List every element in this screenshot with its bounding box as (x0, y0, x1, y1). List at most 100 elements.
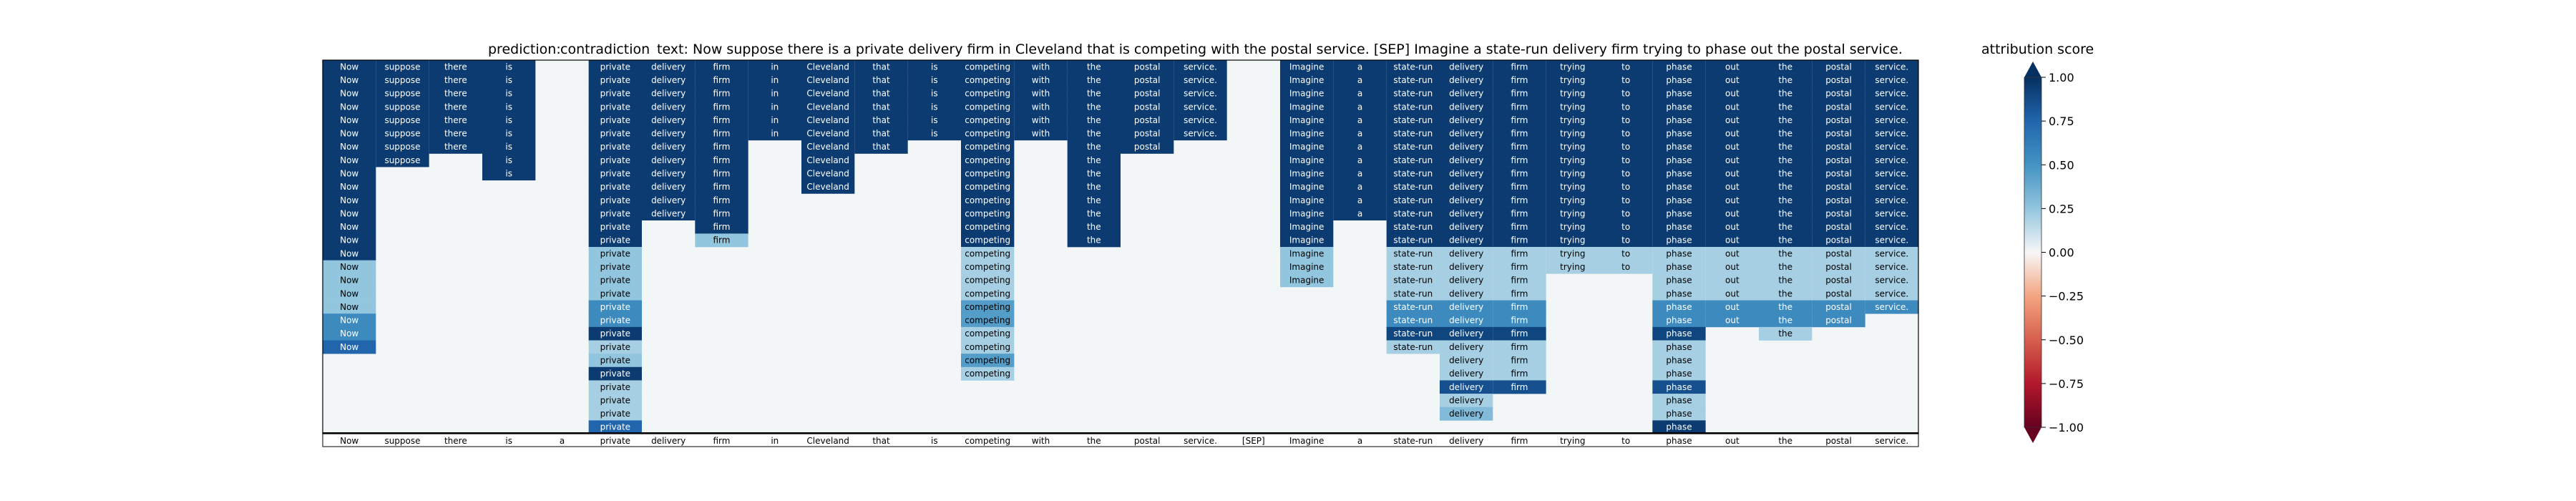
cell-token-label: the (1087, 75, 1101, 85)
heatmap-cell (1865, 180, 1918, 194)
heatmap-cell (588, 127, 642, 141)
heatmap-cell (1652, 300, 1706, 314)
heatmap-cell (1121, 73, 1174, 87)
heatmap-cell (323, 340, 376, 354)
heatmap-cell (1493, 220, 1546, 234)
heatmap-cell (1812, 247, 1865, 261)
heatmap-cell (642, 193, 696, 208)
heatmap-cell (1546, 87, 1599, 101)
cell-token-label: state-run (1393, 195, 1433, 205)
heatmap-cell (801, 167, 855, 181)
heatmap-cell (1440, 247, 1493, 261)
heatmap-cell (1386, 113, 1440, 127)
heatmap-cell (1546, 180, 1599, 194)
heatmap-cell (1812, 233, 1865, 248)
heatmap-cell (1599, 153, 1653, 167)
cell-token-label: phase (1666, 342, 1692, 352)
heatmap-cell (1493, 73, 1546, 87)
heatmap-cell (642, 113, 696, 127)
heatmap-cell (1174, 60, 1227, 74)
heatmap-cell (961, 260, 1015, 274)
cell-token-label: firm (713, 208, 731, 218)
x-tick-label: state-run (1393, 436, 1433, 446)
heatmap-cell (1812, 113, 1865, 127)
cell-token-label: delivery (1449, 89, 1483, 99)
heatmap-cell (588, 313, 642, 328)
heatmap-cell (588, 407, 642, 421)
cell-token-label: firm (1511, 276, 1528, 286)
heatmap-cell (748, 113, 801, 127)
cell-token-label: competing (965, 62, 1010, 72)
cell-token-label: private (600, 115, 630, 125)
cell-token-label: delivery (1449, 115, 1483, 125)
heatmap-cell (1652, 286, 1706, 301)
heatmap-cell (1067, 60, 1121, 74)
x-tick-label: to (1621, 436, 1630, 446)
heatmap-cell (1652, 366, 1706, 381)
heatmap-cell (323, 300, 376, 314)
cell-token-label: the (1778, 182, 1792, 192)
heatmap-cell (588, 394, 642, 408)
cell-token-label: delivery (651, 182, 686, 192)
cell-token-label: service. (1184, 89, 1217, 99)
cell-token-label: phase (1666, 168, 1692, 178)
heatmap-cell (1652, 167, 1706, 181)
heatmap-cell (1652, 407, 1706, 421)
cell-token-label: state-run (1393, 288, 1433, 298)
cell-token-label: delivery (1449, 102, 1483, 112)
cell-token-label: delivery (1449, 195, 1483, 205)
heatmap-cell (642, 60, 696, 74)
cell-token-label: that (872, 75, 890, 85)
heatmap-cell (1705, 313, 1759, 328)
cell-token-label: Now (340, 208, 358, 218)
heatmap-cell (1599, 207, 1653, 221)
heatmap-cell (1759, 167, 1813, 181)
cell-token-label: a (1357, 75, 1362, 85)
cell-token-label: out (1725, 222, 1740, 232)
heatmap-cell (1174, 127, 1227, 141)
cell-token-label: suppose (384, 129, 420, 139)
heatmap-cell (695, 113, 748, 127)
heatmap-cell (376, 153, 429, 167)
heatmap-cell (1386, 313, 1440, 328)
heatmap-cell (1440, 313, 1493, 328)
cell-token-label: there (444, 75, 467, 85)
cell-token-label: Now (340, 329, 358, 339)
heatmap-cell (1705, 87, 1759, 101)
heatmap-cell (1759, 220, 1813, 234)
heatmap-cell (1121, 113, 1174, 127)
heatmap-cell (1812, 167, 1865, 181)
cell-token-label: out (1725, 129, 1740, 139)
heatmap-cell (1333, 87, 1387, 101)
heatmap-cell (1705, 127, 1759, 141)
cell-token-label: private (600, 382, 630, 392)
heatmap-cell (961, 354, 1015, 368)
heatmap-cell (1386, 167, 1440, 181)
cell-token-label: there (444, 102, 467, 112)
cell-token-label: private (600, 369, 630, 379)
x-tick-label: a (1357, 436, 1362, 446)
cell-token-label: Imagine (1289, 75, 1324, 85)
x-tick-label: service. (1184, 436, 1217, 446)
heatmap-cell (1280, 113, 1334, 127)
heatmap-cell (323, 113, 376, 127)
cell-token-label: Now (340, 115, 358, 125)
heatmap-cell (588, 167, 642, 181)
cell-token-label: competing (965, 276, 1010, 286)
heatmap-cell (1865, 207, 1918, 221)
heatmap-cell (1386, 220, 1440, 234)
cell-token-label: a (1357, 129, 1362, 139)
heatmap-cell (323, 167, 376, 181)
heatmap-cell (1599, 60, 1653, 74)
cell-token-label: private (600, 208, 630, 218)
heatmap-cell (1705, 167, 1759, 181)
cell-token-label: service. (1184, 62, 1217, 72)
cell-token-label: private (600, 316, 630, 326)
cell-token-label: Cleveland (806, 182, 849, 192)
cell-token-label: competing (965, 355, 1010, 365)
heatmap-cell (1174, 113, 1227, 127)
cell-token-label: service. (1875, 195, 1908, 205)
heatmap-cell (1546, 127, 1599, 141)
cell-token-label: postal (1825, 102, 1852, 112)
